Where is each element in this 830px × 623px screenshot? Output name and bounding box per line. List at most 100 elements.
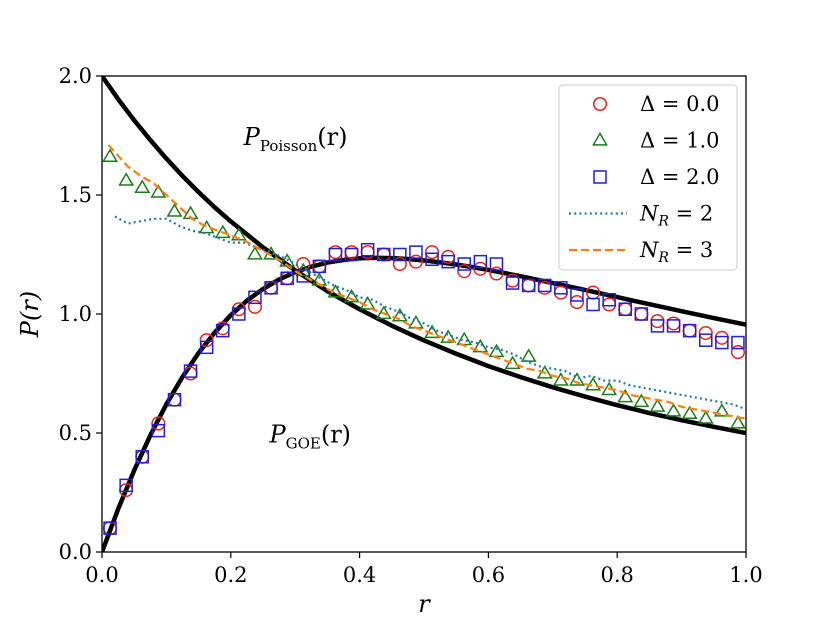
legend-marker-circle xyxy=(592,96,608,112)
data-point xyxy=(246,246,263,260)
data-point xyxy=(344,247,359,262)
data-point xyxy=(328,245,343,260)
data-point xyxy=(151,423,166,438)
data-point xyxy=(715,335,729,350)
data-point xyxy=(730,345,746,360)
legend-label: Δ = 1.0 xyxy=(640,129,720,153)
data-point xyxy=(457,257,471,271)
data-point xyxy=(520,348,537,362)
data-point xyxy=(699,333,713,347)
annotations: PPoisson(r) PGOE(r) xyxy=(243,123,351,452)
data-point xyxy=(713,403,730,417)
y-tick-label: 0.0 xyxy=(59,540,92,564)
data-point xyxy=(457,264,472,279)
data-point xyxy=(731,335,745,350)
x-tick-label: 0.2 xyxy=(214,563,247,587)
data-point xyxy=(602,297,617,312)
data-point xyxy=(393,247,407,262)
data-point xyxy=(408,254,424,269)
y-tick-label: 1.5 xyxy=(59,183,92,207)
data-point xyxy=(103,521,117,535)
axis-ticks: 0.0 0.2 0.4 0.6 0.8 1.0 0.0 0.5 1.0 1.5 2.0 xyxy=(59,64,763,587)
legend-label: NR = 2 xyxy=(639,202,713,230)
data-point xyxy=(280,271,294,286)
data-point xyxy=(521,278,536,293)
series-2-0 xyxy=(103,242,745,535)
data-point xyxy=(343,288,360,303)
data-point xyxy=(634,307,649,321)
data-point xyxy=(666,316,681,331)
data-point xyxy=(377,247,391,262)
data-point xyxy=(230,226,247,241)
data-point xyxy=(102,148,119,163)
data-point xyxy=(650,314,665,329)
legend-entry-0-0: Δ = 0.0 xyxy=(592,92,720,116)
legend-marker-triangle xyxy=(592,132,608,146)
data-point xyxy=(199,333,214,348)
series-0-0 xyxy=(103,245,746,536)
data-point xyxy=(328,247,343,262)
data-point xyxy=(409,245,423,259)
data-point xyxy=(617,388,634,403)
data-point xyxy=(570,288,584,302)
y-axis-label: P(r) xyxy=(16,291,44,338)
data-point xyxy=(682,323,697,338)
data-point xyxy=(618,302,632,316)
data-point xyxy=(666,319,681,333)
data-point xyxy=(441,254,455,269)
data-point xyxy=(569,295,585,310)
legend-entry-n-r-2: NR = 2 xyxy=(569,202,713,230)
data-point xyxy=(554,281,568,295)
data-point xyxy=(729,414,746,429)
data-point xyxy=(698,325,713,341)
data-point xyxy=(473,254,488,269)
data-point xyxy=(119,478,133,493)
data-point xyxy=(296,269,310,283)
series-n-r-3 xyxy=(107,144,746,420)
data-point xyxy=(650,319,665,333)
data-point xyxy=(199,340,214,355)
data-layer xyxy=(102,76,746,552)
data-point xyxy=(633,393,650,408)
data-point xyxy=(634,306,649,322)
x-tick-label: 0.6 xyxy=(472,563,505,587)
legend-entry-1-0: Δ = 1.0 xyxy=(592,129,720,153)
annotation-p-poisson: PPoisson(r) xyxy=(243,123,348,155)
data-point xyxy=(489,266,504,281)
data-point xyxy=(134,179,151,193)
data-point xyxy=(247,299,262,314)
data-point xyxy=(375,305,392,320)
x-tick-label: 0.4 xyxy=(343,563,376,587)
data-point xyxy=(198,219,215,234)
x-tick-label: 0.0 xyxy=(85,563,118,587)
legend-label: Δ = 2.0 xyxy=(640,165,720,189)
data-point xyxy=(505,276,520,290)
data-point xyxy=(407,315,424,329)
data-point xyxy=(682,323,697,338)
legend-entry-2-0: Δ = 2.0 xyxy=(593,165,720,189)
data-point xyxy=(151,416,166,431)
data-point xyxy=(214,224,231,239)
data-point xyxy=(344,245,359,260)
data-point xyxy=(360,242,375,257)
data-point xyxy=(216,323,230,338)
data-point xyxy=(568,372,585,386)
data-point xyxy=(489,257,504,271)
data-point xyxy=(391,307,408,322)
data-point xyxy=(521,278,536,293)
y-tick-label: 1.0 xyxy=(59,302,92,326)
legend-label: Δ = 0.0 xyxy=(640,92,720,116)
data-point xyxy=(425,245,440,260)
data-point xyxy=(697,410,714,424)
data-point xyxy=(183,364,198,378)
data-point xyxy=(150,184,167,198)
data-point xyxy=(264,281,278,295)
data-point xyxy=(118,172,135,186)
data-point xyxy=(248,290,262,305)
data-point xyxy=(473,261,488,276)
x-tick-label: 0.8 xyxy=(600,563,633,587)
legend: Δ = 0.0 Δ = 1.0 Δ = 2.0 NR = 2 NR = 3 xyxy=(558,84,738,271)
data-point xyxy=(392,256,407,272)
data-point xyxy=(538,278,552,293)
